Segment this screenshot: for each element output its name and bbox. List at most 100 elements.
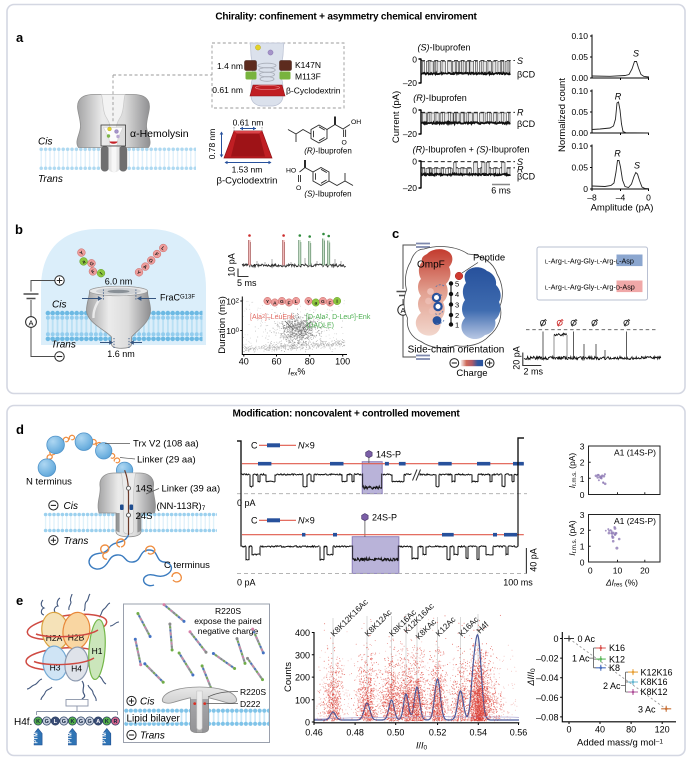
svg-text:G: G	[147, 258, 154, 265]
svg-text:F: F	[288, 301, 291, 307]
svg-text:Chirality: confinement + asymm: Chirality: confinement + asymmetry chemi…	[215, 12, 477, 23]
svg-text:0.61 nm: 0.61 nm	[233, 118, 264, 128]
svg-text:Iex%: Iex%	[288, 367, 305, 378]
svg-text:10 pA: 10 pA	[227, 253, 237, 277]
svg-text:0.05: 0.05	[571, 52, 588, 62]
svg-text:0.61 nm: 0.61 nm	[212, 85, 243, 95]
svg-text:–20: –20	[403, 183, 417, 193]
svg-text:K16: K16	[609, 643, 625, 653]
svg-text:G: G	[280, 299, 284, 305]
svg-text:K: K	[70, 719, 74, 725]
svg-text:A: A	[400, 306, 405, 315]
svg-text:OmpF: OmpF	[417, 260, 445, 271]
svg-text:3 Ac: 3 Ac	[638, 704, 656, 714]
svg-text:80: 80	[626, 725, 636, 735]
svg-text:3: 3	[455, 301, 459, 310]
svg-text:0.78 nm: 0.78 nm	[207, 129, 217, 160]
svg-text:H4f.: H4f.	[14, 717, 32, 728]
svg-text:–0.06: –0.06	[536, 693, 559, 703]
svg-text:A1 (24S-P): A1 (24S-P)	[614, 516, 656, 526]
svg-text:(S)-Ibuprofen: (S)-Ibuprofen	[417, 43, 470, 53]
svg-text:Y: Y	[79, 250, 86, 257]
svg-text:0.10: 0.10	[571, 31, 588, 41]
svg-text:G: G	[89, 260, 96, 267]
svg-text:80: 80	[305, 357, 315, 367]
svg-text:Duration (ms): Duration (ms)	[217, 296, 228, 354]
svg-text:10: 10	[613, 566, 623, 576]
svg-text:H3: H3	[50, 663, 61, 673]
svg-text:(R)-Ibuprofen: (R)-Ibuprofen	[413, 93, 467, 103]
svg-text:C: C	[251, 441, 258, 451]
svg-text:G: G	[62, 719, 66, 725]
svg-text:–0.04: –0.04	[536, 673, 559, 683]
svg-text:A: A	[96, 719, 100, 725]
svg-text:Side-chain orientation: Side-chain orientation	[408, 345, 505, 356]
svg-text:N×9: N×9	[298, 441, 315, 451]
svg-text:N terminus: N terminus	[26, 477, 72, 488]
svg-text:0: 0	[646, 193, 651, 203]
svg-text:1: 1	[580, 474, 585, 484]
svg-text:Y: Y	[266, 299, 270, 305]
svg-text:S: S	[517, 157, 523, 167]
svg-text:20: 20	[640, 566, 650, 576]
svg-text:S: S	[517, 56, 523, 66]
svg-text:βCD: βCD	[517, 119, 536, 129]
svg-text:100: 100	[335, 357, 350, 367]
svg-text:ΔI/I0: ΔI/I0	[526, 668, 537, 687]
svg-text:0.50: 0.50	[387, 728, 405, 738]
svg-text:400: 400	[295, 628, 310, 638]
svg-text:60: 60	[271, 357, 281, 367]
svg-text:1.6 nm: 1.6 nm	[107, 349, 135, 359]
svg-text:F: F	[153, 251, 159, 258]
svg-text:Peptide: Peptide	[473, 253, 505, 264]
svg-text:F: F	[329, 301, 332, 307]
svg-text:R: R	[615, 92, 622, 102]
svg-text:G: G	[87, 719, 91, 725]
svg-text:(S)-Ibuprofen: (S)-Ibuprofen	[304, 190, 351, 199]
svg-text:K12K16: K12K16	[641, 667, 673, 677]
svg-text:ΔIres (%): ΔIres (%)	[605, 578, 638, 589]
svg-text:Ir.m.s. (pA): Ir.m.s. (pA)	[567, 453, 578, 489]
svg-text:K8K12: K8K12	[641, 687, 668, 697]
svg-text:Trans: Trans	[51, 340, 76, 351]
svg-text:Charge: Charge	[456, 368, 487, 379]
svg-text:1.53 nm: 1.53 nm	[232, 165, 263, 175]
svg-text:2 ms: 2 ms	[524, 367, 544, 377]
svg-text:Y: Y	[135, 270, 142, 277]
svg-text:expose the paired: expose the paired	[194, 616, 262, 626]
svg-text:a: a	[81, 259, 87, 266]
svg-text:Current (pA): Current (pA)	[391, 91, 402, 143]
svg-text:0.05: 0.05	[571, 163, 588, 173]
svg-text:120: 120	[655, 725, 670, 735]
svg-text:H1: H1	[92, 646, 103, 656]
svg-text:0: 0	[588, 566, 593, 576]
svg-text:negative charge: negative charge	[198, 626, 259, 636]
svg-text:[Ala2]–LeuEnk: [Ala2]–LeuEnk	[250, 314, 295, 322]
svg-text:(R)-Ibuprofen + (S)-Ibuprofen: (R)-Ibuprofen + (S)-Ibuprofen	[413, 144, 530, 154]
svg-text:N×9: N×9	[298, 516, 315, 526]
svg-text:0: 0	[583, 184, 588, 194]
svg-text:0.48: 0.48	[346, 728, 364, 738]
svg-text:5: 5	[455, 280, 459, 289]
svg-text:Y: Y	[307, 299, 311, 305]
svg-text:d: d	[16, 422, 24, 437]
svg-text:200: 200	[295, 673, 310, 683]
svg-text:O: O	[342, 140, 347, 147]
svg-text:14S-P: 14S-P	[376, 450, 401, 460]
svg-text:0: 0	[412, 55, 417, 65]
svg-text:Amplitude (pA): Amplitude (pA)	[591, 203, 654, 214]
svg-text:F: F	[90, 269, 96, 276]
svg-text:(DADLE): (DADLE)	[306, 323, 334, 330]
svg-text:Modification: noncovalent + co: Modification: noncovalent + controlled m…	[232, 409, 460, 420]
svg-text:0: 0	[305, 718, 310, 728]
svg-text:β-Cyclodextrin: β-Cyclodextrin	[286, 86, 341, 96]
svg-text:R: R	[517, 165, 524, 175]
svg-text:R220S: R220S	[240, 687, 266, 697]
svg-text:α-Hemolysin: α-Hemolysin	[130, 128, 189, 140]
svg-text:0.46: 0.46	[305, 728, 323, 738]
svg-text:Counts: Counts	[283, 662, 294, 692]
svg-text:0: 0	[580, 490, 585, 500]
svg-text:L: L	[54, 719, 58, 725]
svg-text:40 pA: 40 pA	[529, 548, 539, 572]
svg-text:PTM: PTM	[33, 732, 39, 744]
